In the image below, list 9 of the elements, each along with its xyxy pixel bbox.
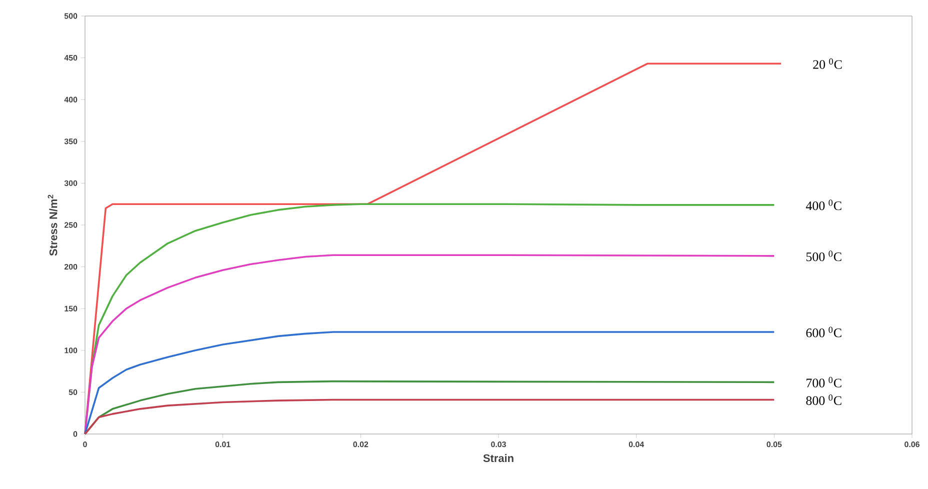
text: 700 $^{0}$C [806, 376, 842, 388]
line-series [84, 254, 776, 435]
text: 20 $^{0}$C [813, 58, 842, 69]
text: 600 $^{0}$C [806, 326, 842, 338]
text: 400 $^{0}$C [806, 200, 842, 210]
text: 500 $^{0}$C [806, 250, 842, 262]
y-axis-title: Stress N/m$^{2}$ [48, 194, 58, 256]
x-axis-title: Strain [483, 454, 514, 462]
text: 800 $^{0}$C [806, 394, 842, 405]
